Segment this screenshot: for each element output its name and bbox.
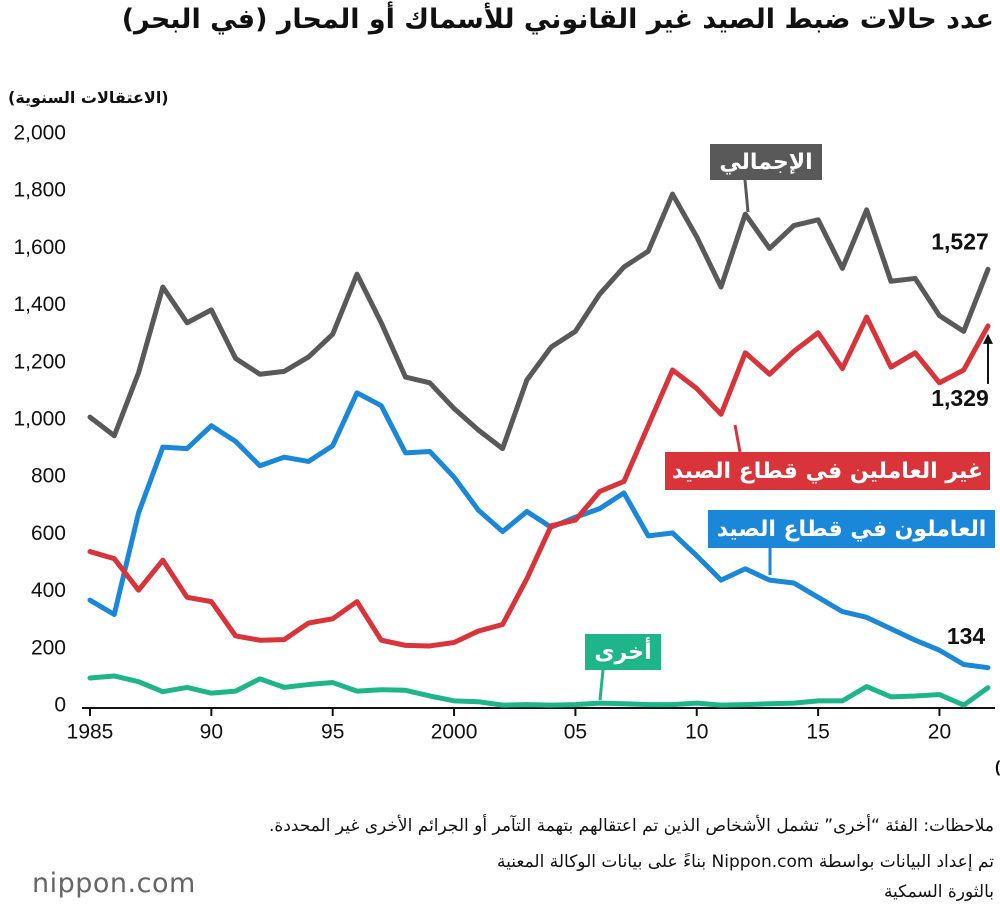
- series-line: [87, 314, 991, 649]
- y-tick-label: 1,000: [13, 408, 66, 431]
- y-tick-label: 1,800: [13, 179, 66, 202]
- y-tick-label: 1,600: [13, 236, 66, 259]
- y-tick-label: 200: [31, 636, 66, 659]
- legend-label: العاملون في قطاع الصيد: [717, 517, 987, 542]
- legend-box: [585, 634, 661, 670]
- data-label: 1,527: [931, 228, 989, 254]
- series-line: [87, 390, 991, 671]
- source: بالثورة السمكية: [883, 882, 994, 902]
- x-tick-label: 15: [806, 721, 829, 744]
- source: تم إعداد البيانات بواسطة Nippon.com بناء…: [497, 852, 994, 872]
- y-tick-label: 400: [31, 579, 66, 602]
- y-axis-label: (الاعتقالات السنوية): [8, 88, 169, 107]
- y-tick-label: 1,400: [13, 293, 66, 316]
- label-arrowhead: [983, 333, 993, 344]
- x-tick-label: 1985: [67, 721, 114, 744]
- x-tick-label: 2000: [431, 721, 478, 744]
- y-tick-label: 800: [31, 465, 66, 488]
- x-axis-label: (عام): [995, 759, 1000, 776]
- label-pointer: [733, 424, 742, 453]
- series-line: [87, 191, 991, 452]
- x-tick-label: 10: [685, 721, 708, 744]
- legend-box: [708, 510, 995, 548]
- brand-logo: nippon.com: [32, 868, 196, 899]
- y-tick-label: 2,000: [13, 122, 66, 145]
- chart: 0 200 400 600 800 1,000 1,200 1,400 1,600 1,800 2,…: [13, 122, 1000, 777]
- label-pointer: [743, 179, 750, 213]
- legend-box: [665, 452, 990, 490]
- legend-label: الإجمالي: [719, 150, 812, 175]
- legend-label: غير العاملين في قطاع الصيد: [672, 459, 983, 484]
- x-tick-label: 90: [200, 721, 223, 744]
- x-tick-label: 95: [321, 721, 344, 744]
- note: ملاحظات: الفئة “أخرى” تشمل الأشخاص الذين…: [269, 816, 994, 836]
- series-line: [87, 673, 991, 708]
- chart-title: عدد حالات ضبط الصيد غير القانوني للأسماك…: [121, 4, 994, 35]
- label-pointer: [598, 669, 605, 701]
- y-tick-label: 0: [54, 694, 66, 717]
- x-tick-label: 20: [928, 721, 951, 744]
- x-tick-label: 05: [564, 721, 587, 744]
- data-label: 1,329: [931, 385, 989, 411]
- y-tick-label: 1,200: [13, 350, 66, 373]
- y-tick-label: 600: [31, 522, 66, 545]
- data-label: 134: [947, 623, 986, 649]
- legend-box: [710, 144, 822, 180]
- legend-label: أخرى: [594, 636, 651, 665]
